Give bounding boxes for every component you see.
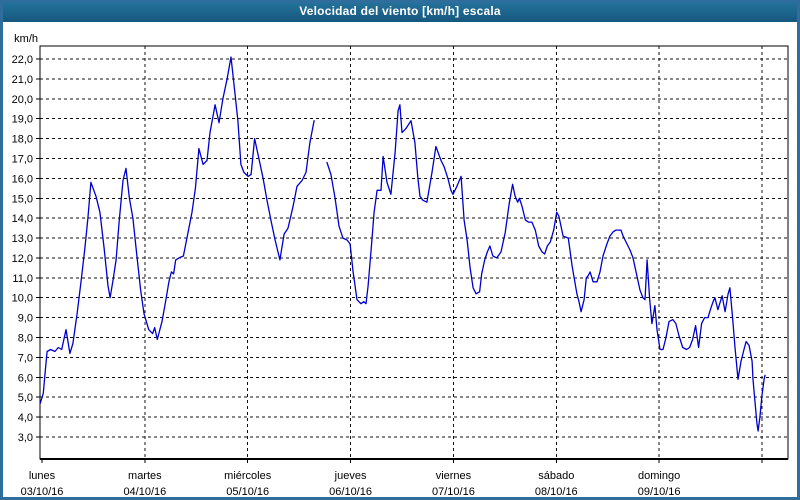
wind-speed-series-line: [39, 56, 766, 432]
x-weekday-label: martes: [128, 470, 162, 482]
y-tick-label: 11,0: [12, 273, 33, 285]
x-weekday-label: jueves: [334, 470, 367, 482]
x-date-label: 06/10/16: [329, 486, 372, 498]
y-tick-label: 21,0: [12, 74, 33, 86]
y-tick-label: 8,0: [18, 333, 33, 345]
y-axis-unit-label: km/h: [14, 33, 38, 45]
x-date-label: 04/10/16: [123, 486, 166, 498]
y-tick-label: 7,0: [18, 352, 33, 364]
x-weekday-label: sábado: [538, 470, 574, 482]
x-weekday-label: domingo: [638, 470, 680, 482]
gridlines: [40, 46, 788, 459]
y-tick-label: 10,0: [12, 293, 33, 305]
x-date-label: 08/10/16: [535, 486, 578, 498]
y-tick-label: 5,0: [18, 392, 33, 404]
x-date-label: 07/10/16: [432, 486, 475, 498]
y-tick-label: 9,0: [18, 313, 33, 325]
y-tick-label: 16,0: [12, 173, 33, 185]
x-date-label: 03/10/16: [21, 486, 64, 498]
x-weekday-label: lunes: [29, 470, 56, 482]
y-tick-label: 3,0: [18, 432, 33, 444]
y-tick-label: 6,0: [18, 372, 33, 384]
y-tick-label: 14,0: [12, 213, 33, 225]
y-tick-label: 20,0: [12, 94, 33, 106]
y-tick-label: 22,0: [12, 54, 33, 66]
y-tick-label: 4,0: [18, 412, 33, 424]
x-date-label: 09/10/16: [638, 486, 681, 498]
x-weekday-label: viernes: [436, 470, 472, 482]
x-date-label: 05/10/16: [226, 486, 269, 498]
y-tick-label: 18,0: [12, 134, 33, 146]
axis-labels: 22,0 21,0 20,0 19,0 18,0 17,0 16,0 15,0 14,0 13,0…: [12, 33, 681, 498]
x-weekday-label: miércoles: [224, 470, 272, 482]
y-tick-label: 17,0: [12, 153, 33, 165]
y-tick-label: 19,0: [12, 114, 33, 126]
y-tick-label: 12,0: [12, 253, 33, 265]
axes: [36, 45, 789, 463]
chart-title: Velocidad del viento [km/h] escala: [299, 4, 501, 18]
title-bar: Velocidad del viento [km/h] escala: [0, 0, 800, 22]
y-tick-label: 13,0: [12, 233, 33, 245]
y-tick-label: 15,0: [12, 193, 33, 205]
